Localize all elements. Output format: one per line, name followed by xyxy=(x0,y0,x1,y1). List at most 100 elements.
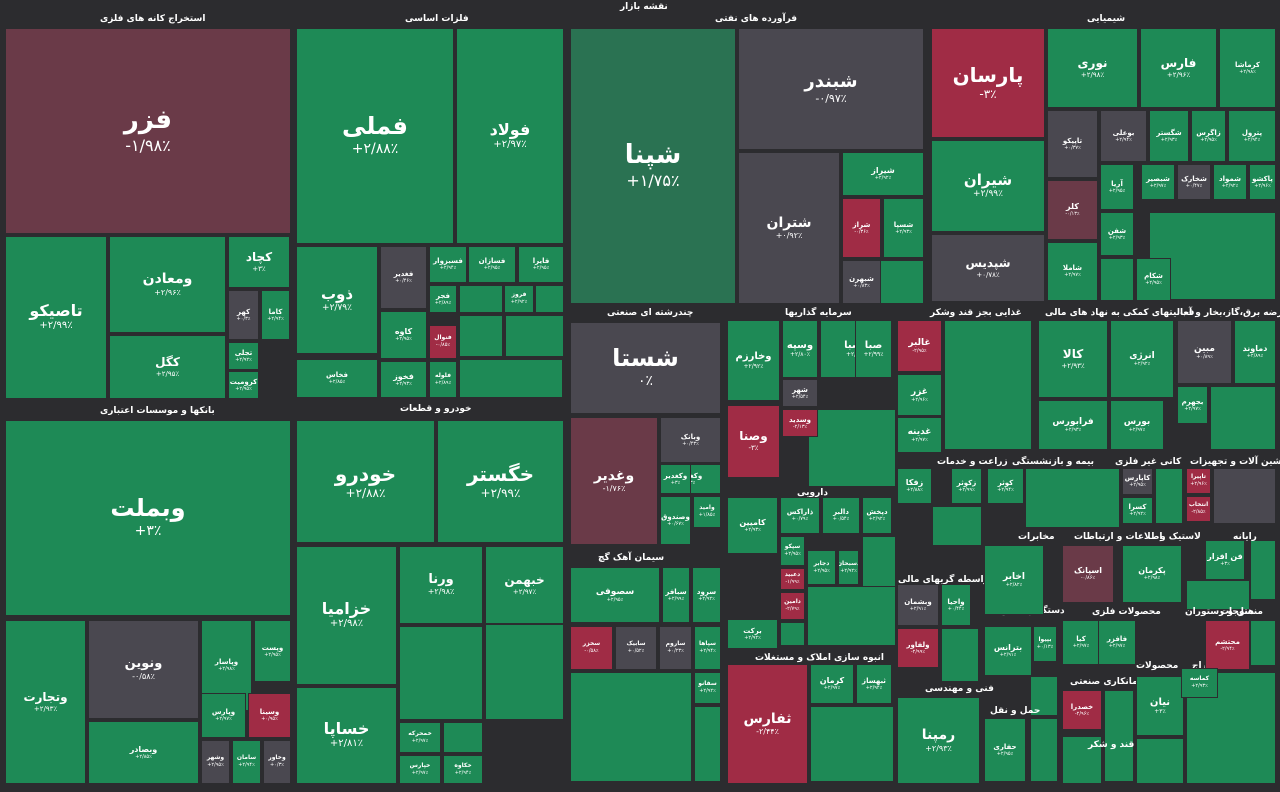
symbol-tile[interactable]: دامین -۲/۷۹٪ xyxy=(780,592,805,620)
symbol-tile[interactable]: سامان +۲/۹۴٪ xyxy=(232,740,261,784)
symbol-tile[interactable]: صبا +۲/۹۹٪ xyxy=(855,320,892,378)
symbol-tile[interactable]: فملی +۲/۸۸٪ xyxy=(296,28,454,244)
symbol-tile[interactable]: کگل +۲/۹۵٪ xyxy=(109,335,226,399)
symbol-tile[interactable]: اسپانک -۰/۸۶٪ xyxy=(1062,545,1114,603)
symbol-tile[interactable]: دپخش +۲/۹۲٪ xyxy=(862,497,892,534)
symbol-tile[interactable]: بجهرم +۲/۹۷٪ xyxy=(1177,386,1208,424)
symbol-tile[interactable]: وصندوق +۰/۶۷٪ xyxy=(660,496,691,545)
symbol-tile[interactable]: آریا +۲/۹۵٪ xyxy=(1100,164,1134,210)
sector-header-utilities[interactable]: عرضه برق،گاز،بخار و آب xyxy=(1180,308,1280,318)
symbol-tile[interactable]: فروز +۲/۹۲٪ xyxy=(504,285,534,313)
symbol-tile[interactable]: کوثر +۲/۹۴٪ xyxy=(987,468,1024,504)
symbol-tile[interactable]: کلر -۰/۱۳٪ xyxy=(1047,180,1098,240)
symbol-tile[interactable]: غزر +۲/۹۶٪ xyxy=(897,374,942,416)
sector-header-transport[interactable]: مخابرات xyxy=(1018,532,1055,542)
symbol-tile[interactable]: خپارس +۲/۹۷٪ xyxy=(399,755,441,784)
symbol-tile[interactable]: شکام +۲/۹۵٪ xyxy=(1136,258,1171,301)
symbol-tile[interactable]: وبصادر +۲/۸۵٪ xyxy=(88,721,199,784)
symbol-tile[interactable]: کچاد +۳٪ xyxy=(228,236,290,288)
symbol-tile[interactable]: خمحرکه +۲/۹۷٪ xyxy=(399,722,441,753)
symbol-tile[interactable]: پکرمان +۲/۹۸٪ xyxy=(1122,545,1182,603)
symbol-tile[interactable]: وبانک +۰/۴۳٪ xyxy=(660,417,721,463)
symbol-tile[interactable]: زاگرس +۲/۹۵٪ xyxy=(1191,110,1226,162)
symbol-tile[interactable]: زکوثر +۲/۹۹٪ xyxy=(951,468,982,504)
symbol-tile[interactable]: شبندر -۰/۹۷٪ xyxy=(738,28,924,150)
symbol-tile[interactable]: فزر -۱/۹۸٪ xyxy=(5,28,291,234)
symbol-tile[interactable]: شتران +۰/۹۲٪ xyxy=(738,152,840,304)
sector-header-multi-industry[interactable]: چندرشته ای صنعتی xyxy=(607,308,694,318)
symbol-tile[interactable]: خبهمن +۲/۹۷٪ xyxy=(485,546,564,624)
sector-header-computer[interactable]: رایانه xyxy=(1233,532,1257,542)
symbol-tile[interactable]: خکاوه +۲/۹۴٪ xyxy=(443,755,483,784)
symbol-tile[interactable]: وامید +۱/۸۵٪ xyxy=(693,496,721,528)
symbol-tile[interactable]: وشهر +۲/۹۵٪ xyxy=(201,740,230,784)
sector-header-sugar[interactable]: قند و شکر xyxy=(1088,740,1135,750)
sector-header-financial-intermediaries[interactable]: واسطه گریهای مالی xyxy=(898,575,990,585)
symbol-tile[interactable]: ولفاور -۲/۹۹٪ xyxy=(897,628,939,668)
symbol-tile[interactable]: فایرا +۲/۹۵٪ xyxy=(518,246,564,283)
symbol-tile[interactable]: شبصیر +۲/۹۷٪ xyxy=(1141,164,1175,200)
symbol-tile[interactable]: وبشمان +۲/۹۱٪ xyxy=(897,584,939,626)
symbol-tile[interactable]: کاوه +۲/۹۵٪ xyxy=(380,311,427,359)
symbol-tile[interactable]: خزامیا +۲/۹۸٪ xyxy=(296,546,397,685)
sector-header-cement[interactable]: سیمان آهک گچ xyxy=(598,553,665,563)
symbol-tile[interactable]: فافزر +۲/۹۷٪ xyxy=(1098,620,1136,665)
symbol-tile[interactable]: ذاراکس +۰/۷۹٪ xyxy=(780,497,820,534)
symbol-tile[interactable]: تاپیکو +۰/۳۷٪ xyxy=(1047,110,1098,178)
symbol-tile[interactable]: ورنا +۲/۹۸٪ xyxy=(399,546,483,624)
symbol-tile[interactable]: پارسان -۳٪ xyxy=(931,28,1045,138)
symbol-tile[interactable]: فجر +۲/۸۹٪ xyxy=(429,285,457,313)
symbol-tile[interactable]: تجلی +۲/۹۲٪ xyxy=(228,342,259,370)
symbol-tile[interactable]: خودرو +۲/۸۸٪ xyxy=(296,420,435,543)
sector-header-oil-products[interactable]: فرآورده های نفتی xyxy=(715,14,798,24)
symbol-tile[interactable]: شمواد +۲/۹۲٪ xyxy=(1213,164,1247,200)
symbol-tile[interactable]: دماوند +۲/۸۹٪ xyxy=(1234,320,1276,384)
symbol-tile[interactable]: ساروم +۰/۲۳٪ xyxy=(659,626,692,670)
symbol-tile[interactable]: خساپا +۲/۸۱٪ xyxy=(296,687,397,784)
sector-header-shipping[interactable]: حمل و نقل xyxy=(990,706,1041,716)
symbol-tile[interactable]: وسینا +۰/۹۵٪ xyxy=(248,693,291,738)
symbol-tile[interactable]: سصوفی +۲/۹۵٪ xyxy=(570,567,660,623)
symbol-tile[interactable]: ثبهساز +۲/۹۴٪ xyxy=(856,664,892,704)
symbol-tile[interactable]: کسرا +۲/۹۲٪ xyxy=(1122,497,1153,524)
sector-header-financial-aux[interactable]: فعالیتهای کمکی به نهاد های مالی xyxy=(1045,308,1195,318)
symbol-tile[interactable]: سفانو +۲/۹۲٪ xyxy=(694,672,721,704)
symbol-tile[interactable]: واحیا +۰/۴۴٪ xyxy=(941,584,971,626)
symbol-tile[interactable]: کرمان +۲/۹۷٪ xyxy=(810,664,854,704)
symbol-tile[interactable]: فخوز +۲/۹۳٪ xyxy=(380,361,427,398)
sector-header-contract-mfg[interactable]: پیمانکاری صنعتی xyxy=(1070,677,1146,687)
symbol-tile[interactable]: خگستر +۲/۹۹٪ xyxy=(437,420,564,543)
symbol-tile[interactable]: کماسه +۲/۹۳٪ xyxy=(1181,668,1218,698)
symbol-tile[interactable]: اخابر +۲/۸۲٪ xyxy=(984,545,1044,615)
sector-header-automotive[interactable]: خودرو و قطعات xyxy=(400,404,472,414)
sector-header-hotels[interactable]: هتل و رستوران xyxy=(1185,607,1255,617)
symbol-tile[interactable]: فخاس +۲/۸۵٪ xyxy=(296,359,378,398)
symbol-tile[interactable]: کاپارس +۲/۹۵٪ xyxy=(1122,468,1153,495)
sector-header-real-estate[interactable]: انبوه سازی املاک و مستغلات xyxy=(755,653,884,663)
sector-header-chemicals[interactable]: شیمیایی xyxy=(1087,14,1126,24)
symbol-tile[interactable]: وبملت +۳٪ xyxy=(5,420,291,616)
symbol-tile[interactable]: محتشم -۲/۹۴٪ xyxy=(1205,620,1250,670)
symbol-tile[interactable]: شاملا +۲/۹۷٪ xyxy=(1047,242,1098,301)
symbol-tile[interactable]: سپکو +۲/۹۵٪ xyxy=(780,536,805,566)
symbol-tile[interactable]: سابیک +۰/۵۲٪ xyxy=(615,626,657,670)
symbol-tile[interactable]: دجابر +۲/۹۵٪ xyxy=(807,550,836,585)
symbol-tile[interactable]: دسبحان +۲/۹۲٪ xyxy=(838,550,859,585)
sector-header-metal-products[interactable]: محصولات فلزی xyxy=(1092,607,1161,617)
symbol-tile[interactable]: شیران +۲/۹۹٪ xyxy=(931,140,1045,232)
symbol-tile[interactable]: شراز -۰/۳۶٪ xyxy=(842,198,881,258)
symbol-tile[interactable]: انتخاب -۲/۸۵٪ xyxy=(1186,496,1211,522)
symbol-tile[interactable]: تاصیکو +۲/۹۹٪ xyxy=(5,236,107,399)
symbol-tile[interactable]: کیا +۲/۹۷٪ xyxy=(1062,620,1100,665)
symbol-tile[interactable]: کرومیت +۲/۹۵٪ xyxy=(228,371,259,399)
sector-header-textiles[interactable]: منسوجات xyxy=(1220,607,1263,617)
symbol-tile[interactable]: وخاور +۰/۳٪ xyxy=(263,740,291,784)
symbol-tile[interactable]: ونوین -۰/۵۸٪ xyxy=(88,620,199,719)
symbol-tile[interactable]: سپاها +۲/۹۴٪ xyxy=(694,626,721,670)
symbol-tile[interactable]: شپدیس +۰/۷۸٪ xyxy=(931,234,1045,302)
symbol-tile[interactable]: نوری +۲/۹۸٪ xyxy=(1047,28,1138,108)
symbol-tile[interactable]: برکت +۲/۹۲٪ xyxy=(727,619,778,649)
sector-header-food[interactable]: غذایی بجز قند وشکر xyxy=(930,308,1022,318)
symbol-tile[interactable]: وپست +۲/۹۵٪ xyxy=(254,620,291,682)
symbol-tile[interactable]: فسازان +۲/۹۵٪ xyxy=(468,246,516,283)
